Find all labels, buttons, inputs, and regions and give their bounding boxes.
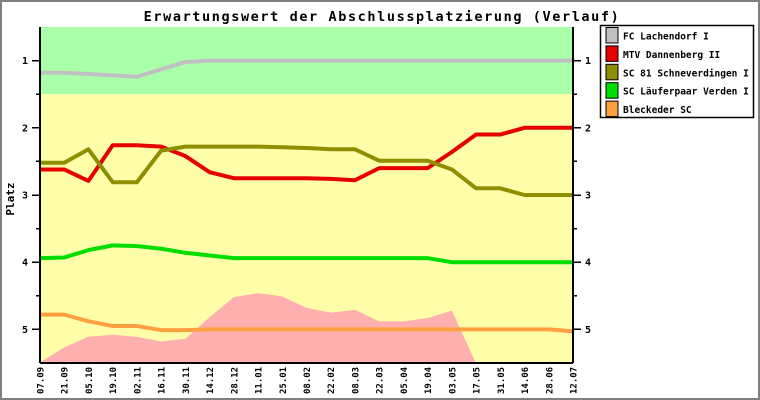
y-tick-label-right: 3 <box>585 191 591 202</box>
legend: FC Lachendorf I MTV Dannenberg II SC 81 Sc… <box>599 24 755 119</box>
x-tick-label: 21.09 <box>61 367 71 394</box>
legend-label-fc-lachendorf-i: FC Lachendorf I <box>623 32 709 43</box>
series-line-sc-l-uferpaar-verden-i <box>40 243 573 265</box>
x-tick-label: 19.04 <box>424 366 434 394</box>
x-tick-label: 12.07 <box>570 367 580 394</box>
legend-label-sc-81-schneverdingen-i: SC 81 Schneverdingen I <box>623 68 749 79</box>
legend-swatch-fc-lachendorf-i <box>605 27 619 44</box>
y-tick-label-right: 1 <box>585 56 591 67</box>
x-tick-label: 14.12 <box>206 367 216 394</box>
y-tick-label-left: 5 <box>22 325 28 336</box>
x-tick-label: 31.05 <box>497 367 507 394</box>
y-tick-labels: 1 1 2 2 3 3 4 4 5 5 <box>22 56 591 336</box>
x-tick-label: 05.10 <box>85 367 95 394</box>
legend-swatch-sc-l-uferpaar-verden-i <box>605 82 619 99</box>
x-tick-label: 11.01 <box>255 367 265 394</box>
x-tick-label: 25.01 <box>279 367 289 394</box>
x-tick-label: 28.12 <box>230 367 240 394</box>
x-tick-label: 14.06 <box>521 367 531 394</box>
legend-swatch-bleckeder-sc <box>605 100 619 118</box>
series-line-sc-81-schneverdingen-i <box>40 144 573 197</box>
y-tick-label-left: 4 <box>22 258 28 269</box>
y-tick-label-right: 4 <box>585 258 591 269</box>
x-tick-labels: 07.09 21.09 05.10 19.10 02.11 16.11 30.11 14.12… <box>37 366 580 394</box>
chart-title: Erwartungswert der Abschlussplatzierung … <box>144 9 621 25</box>
x-tick-label: 19.10 <box>109 367 119 394</box>
y-axis-label: Platz <box>4 182 17 215</box>
x-tick-label: 08.03 <box>351 367 361 394</box>
x-tick-label: 02.11 <box>133 367 143 394</box>
legend-label-sc-l-uferpaar-verden-i: SC Läuferpaar Verden I <box>623 87 749 98</box>
legend-box <box>599 24 755 119</box>
x-tick-label: 05.04 <box>400 366 410 394</box>
series-line-fc-lachendorf-i <box>40 58 573 79</box>
y-tick-label-right: 5 <box>585 325 591 336</box>
series-line-mtv-dannenberg-ii <box>40 125 573 183</box>
series-line-bleckeder-sc <box>40 312 573 334</box>
y-tick-label-right: 2 <box>585 123 591 134</box>
y-tick-label-left: 2 <box>22 123 28 134</box>
x-tick-label: 22.02 <box>327 367 337 394</box>
x-tick-label: 30.11 <box>182 367 192 394</box>
legend-swatch-mtv-dannenberg-ii <box>605 45 619 62</box>
legend-label-mtv-dannenberg-ii: MTV Dannenberg II <box>623 50 720 61</box>
x-tick-label: 22.03 <box>376 367 386 394</box>
legend-swatch-sc-81-schneverdingen-i <box>605 63 619 81</box>
y-tick-label-left: 1 <box>22 56 28 67</box>
y-ticks <box>32 59 581 331</box>
plot-area <box>40 58 573 363</box>
x-tick-label: 28.06 <box>545 367 555 394</box>
x-tick-label: 07.09 <box>37 367 47 394</box>
x-tick-label: 03.05 <box>448 367 458 394</box>
x-tick-label: 16.11 <box>158 367 168 394</box>
x-tick-label: 08.02 <box>303 367 313 394</box>
legend-label-bleckeder-sc: Bleckeder SC <box>623 105 692 116</box>
x-tick-label: 17.05 <box>473 367 483 394</box>
y-tick-label-left: 3 <box>22 191 28 202</box>
